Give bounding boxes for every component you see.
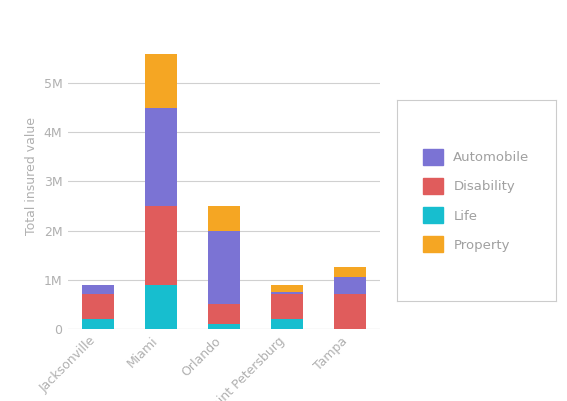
Bar [82,294,114,319]
Y-axis label: Total insured value: Total insured value [25,117,38,235]
Bar [145,285,177,329]
Bar [334,294,366,329]
Bar [208,231,240,304]
Legend: Automobile, Disability, Life, Property: Automobile, Disability, Life, Property [412,138,540,263]
Bar [145,206,177,285]
Bar [82,285,114,294]
Bar [271,319,303,329]
Bar [271,292,303,294]
Bar [271,285,303,292]
Bar [82,319,114,329]
Bar [334,277,366,294]
Bar [208,304,240,324]
Bar [145,107,177,206]
Bar [334,267,366,277]
Bar [271,294,303,319]
Bar [208,206,240,231]
Bar [145,54,177,107]
Bar [208,324,240,329]
